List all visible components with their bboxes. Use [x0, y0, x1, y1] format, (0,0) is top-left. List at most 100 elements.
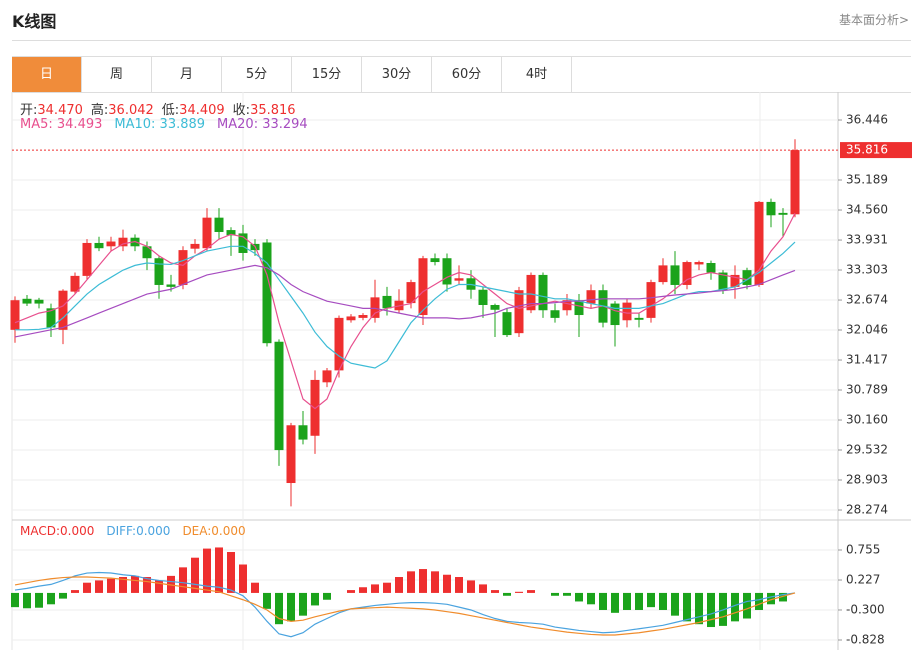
info-value: 34.470: [37, 103, 83, 118]
candle-body: [526, 274, 536, 311]
candle-body: [22, 298, 32, 304]
macd-bar: [155, 580, 163, 593]
macd-bar: [743, 592, 751, 619]
candle-body: [178, 250, 188, 285]
macd-bar: [779, 592, 787, 602]
legend-entry: MA20: 33.294: [217, 117, 308, 132]
macd-bar: [731, 592, 739, 622]
tab[interactable]: 月: [152, 57, 222, 92]
y-tick-label: -0.300: [846, 602, 885, 616]
fundamentals-link[interactable]: 基本面分析>: [838, 13, 909, 27]
candle-body: [622, 302, 632, 321]
y-tick-label: 31.417: [846, 353, 888, 367]
last-price-box: [840, 142, 912, 159]
info-label: 高:: [90, 103, 109, 118]
macd-bar: [707, 592, 715, 628]
macd-bar: [515, 591, 523, 593]
macd-bar: [659, 592, 667, 610]
candle-body: [166, 284, 176, 287]
y-tick-label: 35.189: [846, 173, 888, 187]
macd-bar: [419, 569, 427, 593]
macd-bar: [587, 592, 595, 605]
candle-body: [190, 243, 200, 249]
candle-body: [46, 308, 56, 328]
macd-bar: [431, 571, 439, 593]
macd-bar: [551, 592, 559, 596]
last-price-label: 35.816: [846, 143, 888, 157]
macd-bar: [575, 592, 583, 602]
candle-body: [742, 270, 752, 285]
macd-bar: [347, 590, 355, 593]
macd-bar: [455, 577, 463, 593]
candle-body: [514, 290, 524, 334]
y-tick-label: 32.674: [846, 293, 888, 307]
macd-bar: [491, 590, 499, 593]
info-label: 低:: [161, 103, 180, 118]
tab[interactable]: 周: [82, 57, 152, 92]
macd-bar: [47, 592, 55, 605]
macd-bar: [23, 592, 31, 609]
info-value: 35.816: [250, 103, 296, 118]
macd-bar: [599, 592, 607, 610]
candle-body: [10, 300, 20, 330]
tab[interactable]: 日: [12, 57, 82, 92]
y-tick-label: 28.274: [846, 503, 888, 517]
info-value: 34.409: [179, 103, 225, 118]
macd-bar: [71, 590, 79, 593]
candle-body: [82, 242, 92, 276]
candle-body: [202, 217, 212, 249]
info-label: 开:: [20, 103, 38, 118]
candle-body: [586, 290, 596, 304]
macd-bar: [503, 592, 511, 596]
macd-bar: [35, 592, 43, 608]
candle-body: [778, 212, 788, 215]
candle-body: [538, 274, 548, 311]
tab[interactable]: 4时: [502, 57, 572, 92]
candle-body: [226, 230, 236, 236]
ma-line: [15, 241, 796, 369]
candle-body: [646, 282, 656, 318]
candle-body: [658, 265, 668, 283]
macd-legend: MACD:0.000 DIFF:0.000 DEA:0.000: [20, 524, 246, 538]
macd-bar: [443, 574, 451, 593]
macd-bar: [95, 580, 103, 593]
macd-bar: [287, 592, 295, 622]
candle-body: [670, 265, 680, 285]
y-tick-label: 30.160: [846, 413, 888, 427]
tab[interactable]: 5分: [222, 57, 292, 92]
macd-bar: [131, 575, 139, 593]
macd-bar: [263, 592, 271, 609]
candle-body: [454, 278, 464, 281]
legend-entry: DEA:0.000: [182, 524, 246, 538]
candle-body: [490, 304, 500, 310]
tab[interactable]: 30分: [362, 57, 432, 92]
ohlc-info: 开:34.470 高:36.042 低:34.409 收:35.816: [20, 99, 296, 118]
tab[interactable]: 60分: [432, 57, 502, 92]
candle-body: [754, 201, 764, 285]
candle-body: [634, 317, 644, 320]
candle-body: [118, 237, 128, 247]
legend-entry: MA5: 34.493: [20, 117, 103, 132]
macd-bar: [563, 592, 571, 596]
tab[interactable]: 15分: [292, 57, 362, 92]
y-tick-label: 29.532: [846, 442, 888, 456]
info-item: 高:36.042: [91, 99, 154, 118]
candle-body: [418, 258, 428, 316]
macd-bar: [395, 577, 403, 593]
candle-body: [154, 258, 164, 285]
macd-bar: [191, 557, 199, 593]
y-tick-label: 34.560: [846, 203, 888, 217]
y-tick-label: -0.828: [846, 632, 885, 646]
candle-body: [406, 282, 416, 304]
legend-entry: MACD:0.000: [20, 524, 95, 538]
candle-body: [550, 310, 560, 318]
macd-bar: [203, 548, 211, 593]
candle-body: [322, 370, 332, 383]
candle-body: [274, 341, 284, 451]
candle-body: [718, 272, 728, 291]
macd-bar: [119, 577, 127, 593]
macd-bar: [251, 582, 259, 593]
candle-body: [370, 297, 380, 318]
